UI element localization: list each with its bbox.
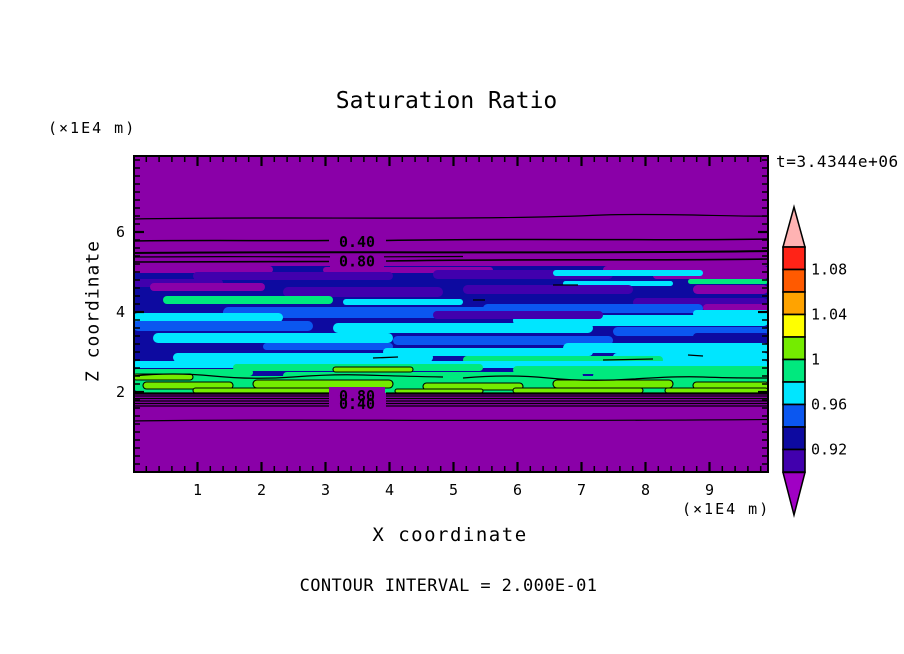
x-tick-label: 5 — [448, 481, 459, 499]
x-tick-label: 9 — [704, 481, 715, 499]
svg-text:1.04: 1.04 — [811, 306, 847, 324]
x-axis-title: X coordinate — [372, 524, 528, 546]
plot-border — [133, 155, 769, 473]
x-tick-label: 2 — [256, 481, 267, 499]
contour-labels: 0.400.800.800.40 — [329, 233, 385, 413]
x-tick-label: 8 — [640, 481, 651, 499]
x-tick-label: 7 — [576, 481, 587, 499]
y-tick-label: 6 — [115, 223, 125, 241]
svg-text:0.80: 0.80 — [339, 253, 375, 271]
contour-interval-note: CONTOUR INTERVAL = 2.000E-01 — [299, 576, 598, 596]
svg-text:1: 1 — [811, 351, 820, 369]
x-tick-label: 1 — [192, 481, 203, 499]
svg-text:1.08: 1.08 — [811, 261, 847, 279]
x-axis-unit-label: (×1E4 m) — [682, 500, 771, 518]
colorbar-under-arrow — [782, 471, 806, 518]
svg-text:0.80: 0.80 — [339, 387, 375, 405]
axis-ticks — [135, 157, 767, 471]
colorbar-blocks — [782, 246, 806, 473]
svg-text:0.40: 0.40 — [339, 233, 375, 251]
svg-text:0.40: 0.40 — [339, 395, 375, 413]
svg-text:0.92: 0.92 — [811, 441, 847, 459]
y-tick-label: 4 — [115, 303, 125, 321]
x-tick-label: 4 — [384, 481, 395, 499]
x-tick-label: 6 — [512, 481, 523, 499]
time-annotation: t=3.4344e+06 — [776, 152, 899, 171]
colorbar-tick-labels: 1.08 1.04 1 0.96 0.92 — [811, 261, 847, 459]
contour-fragments — [133, 284, 769, 381]
y-tick-label: 2 — [115, 383, 125, 401]
x-tick-label: 3 — [320, 481, 331, 499]
colorbar-over-arrow — [782, 204, 806, 248]
contour-lines — [133, 213, 769, 422]
colorbar: 1.08 1.04 1 0.96 0.92 — [782, 204, 847, 518]
y-axis-unit-label: (×1E4 m) — [48, 119, 137, 137]
svg-text:0.96: 0.96 — [811, 396, 847, 414]
chart-title: Saturation Ratio — [335, 88, 558, 114]
field-streaks — [133, 266, 769, 394]
contour-plot: 0.400.800.800.40 — [133, 155, 769, 473]
